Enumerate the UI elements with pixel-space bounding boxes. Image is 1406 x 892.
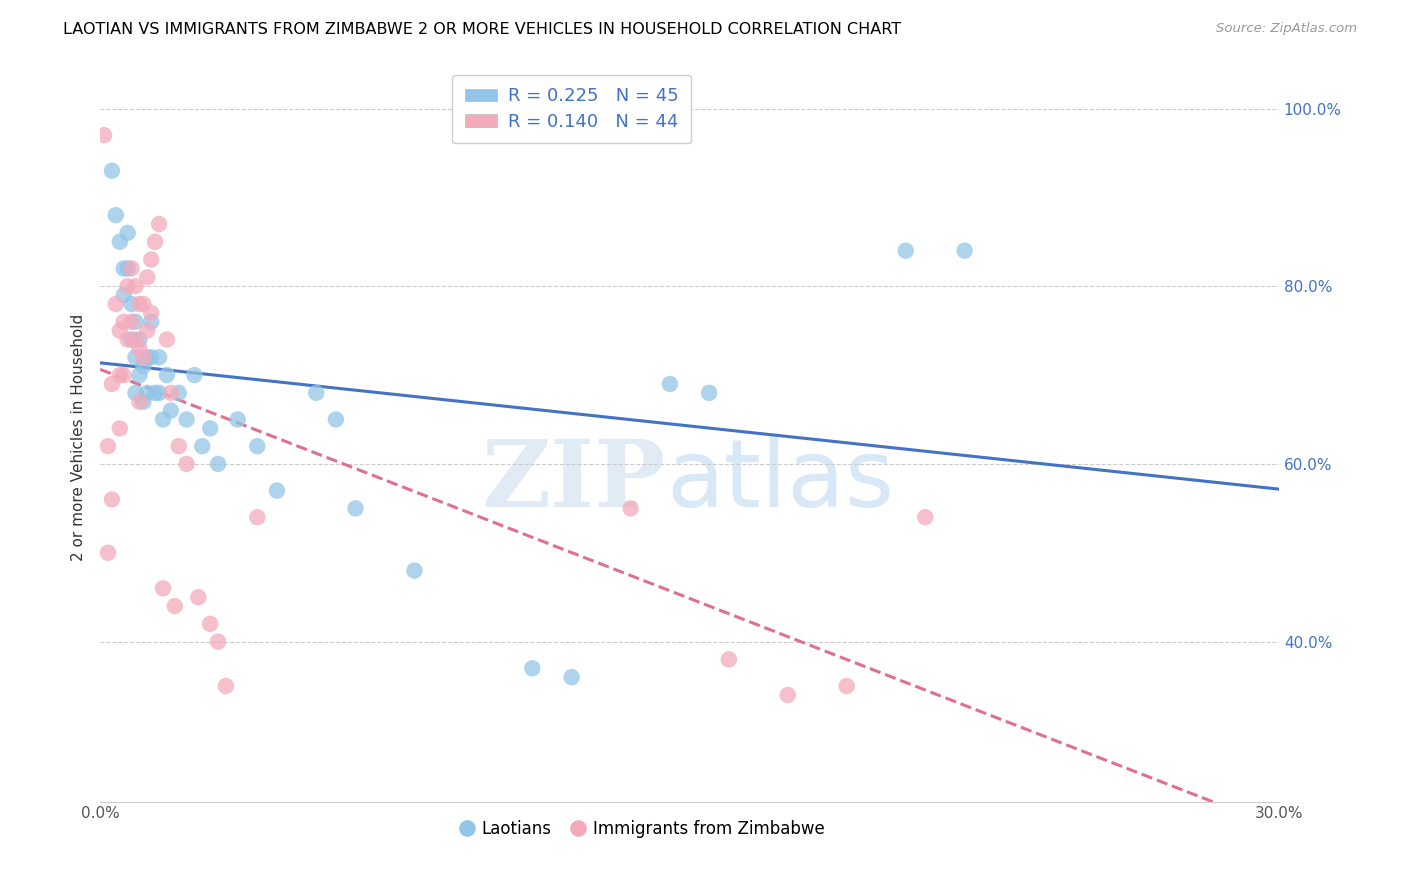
- Point: [112, 368, 135, 382]
- Point: [658, 376, 681, 391]
- Point: [160, 403, 183, 417]
- Point: [148, 217, 170, 231]
- Point: [108, 324, 131, 338]
- Point: [108, 235, 131, 249]
- Point: [132, 297, 155, 311]
- Point: [404, 564, 426, 578]
- Point: [522, 661, 544, 675]
- Point: [101, 163, 124, 178]
- Point: [198, 421, 221, 435]
- Point: [117, 261, 139, 276]
- Point: [344, 501, 367, 516]
- Point: [117, 279, 139, 293]
- Point: [121, 261, 143, 276]
- Point: [176, 457, 198, 471]
- Point: [246, 439, 269, 453]
- Point: [128, 342, 150, 356]
- Point: [697, 385, 720, 400]
- Point: [156, 368, 179, 382]
- Point: [128, 333, 150, 347]
- Point: [143, 235, 166, 249]
- Point: [148, 351, 170, 365]
- Point: [167, 439, 190, 453]
- Point: [152, 582, 174, 596]
- Point: [97, 439, 120, 453]
- Point: [104, 208, 127, 222]
- Point: [104, 297, 127, 311]
- Point: [101, 492, 124, 507]
- Point: [246, 510, 269, 524]
- Point: [101, 376, 124, 391]
- Point: [121, 297, 143, 311]
- Point: [141, 306, 163, 320]
- Point: [136, 385, 159, 400]
- Point: [128, 297, 150, 311]
- Point: [141, 252, 163, 267]
- Point: [325, 412, 347, 426]
- Point: [136, 324, 159, 338]
- Point: [97, 546, 120, 560]
- Point: [914, 510, 936, 524]
- Point: [156, 333, 179, 347]
- Point: [136, 351, 159, 365]
- Point: [148, 385, 170, 400]
- Point: [124, 333, 146, 347]
- Point: [561, 670, 583, 684]
- Point: [141, 315, 163, 329]
- Point: [124, 385, 146, 400]
- Point: [124, 279, 146, 293]
- Point: [215, 679, 238, 693]
- Point: [132, 351, 155, 365]
- Point: [124, 315, 146, 329]
- Point: [108, 368, 131, 382]
- Point: [112, 288, 135, 302]
- Point: [176, 412, 198, 426]
- Point: [141, 351, 163, 365]
- Point: [132, 394, 155, 409]
- Text: ZIP: ZIP: [482, 436, 666, 526]
- Point: [266, 483, 288, 498]
- Point: [128, 394, 150, 409]
- Point: [93, 128, 115, 143]
- Legend: Laotians, Immigrants from Zimbabwe: Laotians, Immigrants from Zimbabwe: [453, 813, 831, 844]
- Point: [619, 501, 641, 516]
- Point: [894, 244, 917, 258]
- Text: atlas: atlas: [666, 435, 894, 527]
- Point: [835, 679, 858, 693]
- Y-axis label: 2 or more Vehicles in Household: 2 or more Vehicles in Household: [72, 314, 86, 561]
- Point: [776, 688, 799, 702]
- Point: [226, 412, 249, 426]
- Point: [136, 270, 159, 285]
- Point: [108, 421, 131, 435]
- Point: [187, 591, 209, 605]
- Text: Source: ZipAtlas.com: Source: ZipAtlas.com: [1216, 22, 1357, 36]
- Text: LAOTIAN VS IMMIGRANTS FROM ZIMBABWE 2 OR MORE VEHICLES IN HOUSEHOLD CORRELATION : LAOTIAN VS IMMIGRANTS FROM ZIMBABWE 2 OR…: [63, 22, 901, 37]
- Point: [121, 333, 143, 347]
- Point: [163, 599, 186, 613]
- Point: [143, 385, 166, 400]
- Point: [167, 385, 190, 400]
- Point: [117, 333, 139, 347]
- Point: [117, 226, 139, 240]
- Point: [183, 368, 205, 382]
- Point: [121, 315, 143, 329]
- Point: [124, 351, 146, 365]
- Point: [198, 616, 221, 631]
- Point: [112, 261, 135, 276]
- Point: [160, 385, 183, 400]
- Point: [128, 368, 150, 382]
- Point: [953, 244, 976, 258]
- Point: [717, 652, 740, 666]
- Point: [112, 315, 135, 329]
- Point: [207, 634, 229, 648]
- Point: [132, 359, 155, 374]
- Point: [191, 439, 214, 453]
- Point: [207, 457, 229, 471]
- Point: [152, 412, 174, 426]
- Point: [305, 385, 328, 400]
